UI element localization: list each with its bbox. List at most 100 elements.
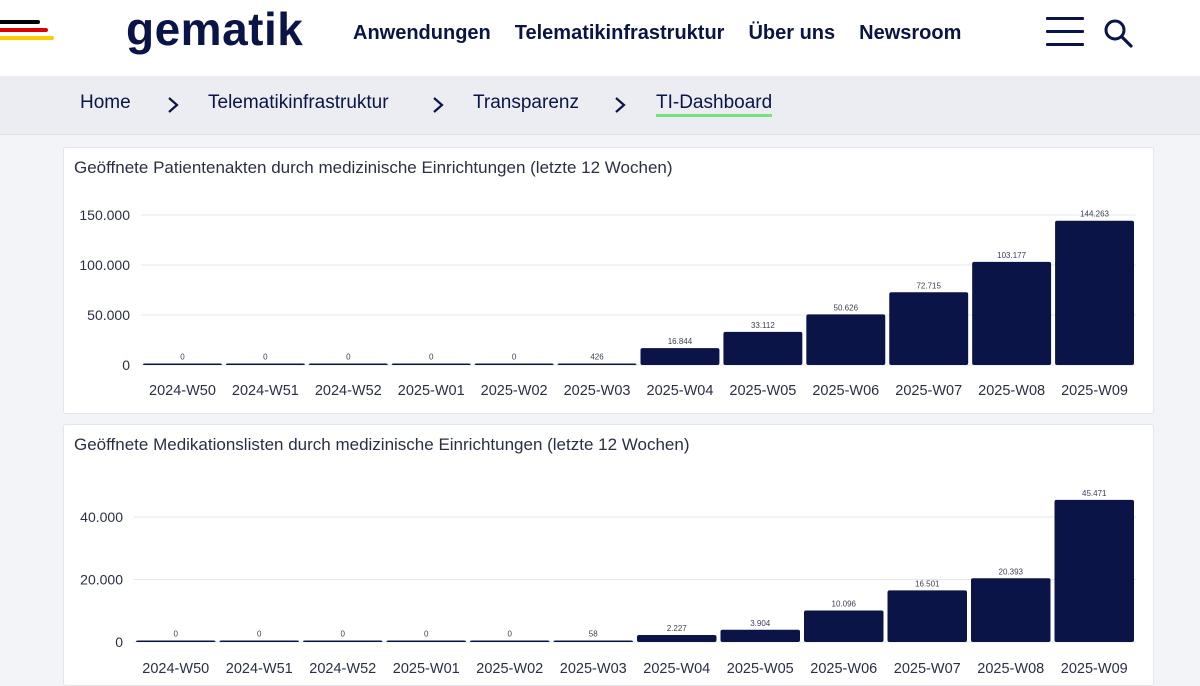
data-label: 103.177 [997,251,1026,260]
x-tick-label: 2024-W52 [315,383,382,399]
site-header: gematik Anwendungen Telematikinfrastrukt… [0,0,1200,76]
data-label: 16.501 [915,579,940,588]
bar-2025-W04[interactable] [640,348,720,365]
y-tick-label: 0 [115,634,123,650]
data-label: 45.471 [1082,489,1107,498]
data-label: 3.904 [750,619,771,628]
data-label: 426 [590,353,604,362]
x-tick-label: 2025-W09 [1061,661,1128,677]
x-tick-label: 2025-W03 [560,661,627,677]
x-tick-label: 2025-W03 [564,383,631,399]
bar-2024-W52[interactable] [303,640,383,643]
bar-2025-W01[interactable] [386,640,467,643]
x-tick-label: 2025-W01 [398,383,465,399]
x-tick-label: 2025-W04 [647,383,714,399]
data-label: 0 [508,630,513,639]
y-tick-label: 0 [122,357,130,373]
y-tick-label: 20.000 [80,572,123,588]
data-label: 0 [512,353,517,362]
nav-newsroom[interactable]: Newsroom [859,22,962,44]
bar-chart-patientenakten: 0 50.000 100.000 150.000 0 2024-W50 0 2024-W51 0… [79,207,1136,399]
x-tick-label: 2024-W51 [226,661,293,677]
data-label: 0 [424,630,429,639]
x-tick-label: 2024-W50 [142,661,209,677]
x-tick-label: 2025-W09 [1061,383,1128,399]
x-tick-label: 2025-W06 [810,661,877,677]
data-label: 10.096 [832,599,857,608]
x-tick-label: 2025-W06 [812,383,879,399]
breadcrumb-telematikinfrastruktur[interactable]: Telematikinfrastruktur [208,92,389,113]
bar-2025-W01[interactable] [391,363,471,366]
bar-2025-W05[interactable] [723,331,803,365]
chevron-right-icon [433,97,444,113]
data-label: 50.626 [834,303,859,312]
bar-2024-W50[interactable] [136,640,216,643]
bar-2025-W03[interactable] [553,640,634,643]
nav-ueber-uns[interactable]: Über uns [748,22,836,44]
nav-anwendungen[interactable]: Anwendungen [353,22,491,44]
chart-title: Geöffnete Patientenakten durch medizinis… [74,158,673,177]
x-tick-label: 2025-W01 [393,661,460,677]
breadcrumb-ti-dashboard: TI-Dashboard [656,92,773,117]
x-tick-label: 2025-W02 [481,383,548,399]
main-nav: Anwendungen Telematikinfrastruktur Über … [353,22,985,45]
data-label: 0 [429,353,434,362]
data-label: 20.393 [999,567,1024,576]
bar-2025-W02[interactable] [474,363,554,366]
x-tick-label: 2025-W08 [978,383,1045,399]
bar-2024-W51[interactable] [225,363,305,366]
y-tick-label: 150.000 [79,207,130,223]
data-label: 0 [174,630,179,639]
bar-2025-W05[interactable] [720,629,801,642]
flag-stripes-icon [0,20,54,44]
x-tick-label: 2024-W51 [232,383,299,399]
bar-2024-W50[interactable] [143,363,222,366]
bar-2025-W02[interactable] [470,640,550,643]
x-tick-label: 2025-W02 [476,661,543,677]
bar-2025-W04[interactable] [637,635,717,642]
x-tick-label: 2025-W05 [729,383,796,399]
x-tick-label: 2025-W04 [643,661,710,677]
breadcrumb: Home Telematikinfrastruktur Transparenz … [0,76,1200,135]
search-icon[interactable] [1103,18,1133,48]
x-tick-label: 2025-W05 [727,661,794,677]
data-label: 0 [341,630,346,639]
bar-2025-W06[interactable] [804,610,884,642]
chart-title: Geöffnete Medikationslisten durch medizi… [74,435,690,454]
data-label: 0 [257,630,262,639]
bar-2025-W06[interactable] [806,314,886,365]
bar-2025-W09[interactable] [1055,220,1134,365]
x-tick-label: 2024-W52 [309,661,376,677]
nav-telematikinfrastruktur[interactable]: Telematikinfrastruktur [514,22,725,44]
bar-2025-W07[interactable] [889,292,969,365]
bar-2024-W51[interactable] [219,640,300,643]
data-label: 0 [263,353,268,362]
bar-2025-W08[interactable] [971,578,1051,642]
data-label: 72.715 [916,281,941,290]
data-label: 0 [346,353,351,362]
chart-card-patientenakten: Geöffnete Patientenakten durch medizinis… [63,147,1154,414]
data-label: 2.227 [667,624,688,633]
data-label: 33.112 [751,321,775,330]
bar-2025-W03[interactable] [557,363,637,366]
chevron-right-icon [168,97,179,113]
breadcrumb-home[interactable]: Home [80,92,131,113]
y-tick-label: 40.000 [80,509,123,525]
chart-card-medikationslisten: Geöffnete Medikationslisten durch medizi… [63,424,1154,686]
y-tick-label: 100.000 [79,257,130,273]
x-tick-label: 2024-W50 [149,383,216,399]
bar-2025-W08[interactable] [972,261,1052,365]
breadcrumb-transparenz[interactable]: Transparenz [473,92,579,113]
bar-2025-W07[interactable] [887,590,968,642]
menu-icon[interactable] [1046,17,1084,47]
bar-chart-medikationslisten: 0 20.000 40.000 0 2024-W50 0 2024-W51 0 2024-W52… [80,489,1136,677]
bar-2024-W52[interactable] [308,363,388,366]
data-label: 58 [589,630,598,639]
x-tick-label: 2025-W07 [894,661,961,677]
data-label: 16.844 [668,337,693,346]
gematik-logo[interactable]: gematik [126,3,304,55]
chevron-right-icon [615,97,626,113]
data-label: 0 [180,353,185,362]
y-tick-label: 50.000 [87,307,130,323]
bar-2025-W09[interactable] [1054,499,1135,642]
